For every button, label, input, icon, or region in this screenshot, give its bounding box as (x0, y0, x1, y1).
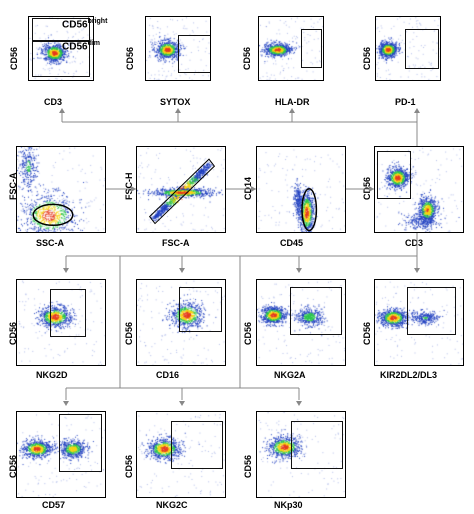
scatter-density (17, 412, 105, 497)
scatter-density (257, 412, 345, 497)
flow-plot (136, 279, 226, 366)
gate-rectangle (171, 420, 224, 469)
gate-rectangle (405, 28, 440, 69)
gate-rectangle (291, 420, 344, 469)
gate-rectangle (59, 413, 103, 473)
gate-rectangle (50, 288, 87, 337)
gate-rectangle (406, 286, 456, 335)
flow-plot (16, 411, 106, 498)
x-axis-label: SSC-A (36, 238, 65, 248)
x-axis-label: KIR2DL2/DL3 (380, 370, 438, 380)
gate-rectangle (290, 286, 343, 335)
scatter-density (257, 147, 345, 232)
flow-plot (16, 279, 106, 366)
arrowhead (296, 401, 302, 406)
scatter-density (137, 412, 225, 497)
cd56-bright-label: CD56bright (62, 18, 107, 30)
gate-rectangle (376, 151, 411, 200)
arrowhead (369, 186, 374, 192)
scatter-density (17, 280, 105, 365)
cd56-dim-label: CD56dim (62, 40, 100, 52)
x-axis-label: CD57 (42, 500, 66, 510)
flow-plot (375, 16, 441, 81)
flow-plot (374, 146, 464, 233)
arrowhead (175, 108, 181, 113)
arrowhead (414, 268, 420, 273)
arrowhead (289, 108, 295, 113)
scatter-density (17, 147, 105, 232)
cd56-bright-sup: bright (87, 18, 108, 25)
scatter-density (137, 280, 225, 365)
flow-plot (374, 279, 464, 366)
arrowhead (59, 108, 65, 113)
gate-ellipse (301, 188, 318, 232)
flow-plot (256, 146, 346, 233)
scatter-density (259, 17, 323, 80)
x-axis-label: NKG2C (156, 500, 188, 510)
x-axis-label: SYTOX (160, 97, 191, 107)
scatter-density (257, 280, 345, 365)
x-axis-label: FSC-A (162, 238, 190, 248)
flow-plot (28, 16, 94, 81)
scatter-density (29, 17, 93, 80)
x-axis-label: CD3 (44, 97, 63, 107)
cd56-dim-base: CD56 (62, 41, 88, 53)
cd56-dim-sup: dim (87, 40, 101, 47)
flow-plot (256, 279, 346, 366)
scatter-density (376, 17, 440, 80)
gate-rectangle (31, 18, 90, 42)
arrowhead (414, 108, 420, 113)
flow-plot (258, 16, 324, 81)
arrowhead (251, 186, 256, 192)
gate-rectangle (179, 286, 223, 333)
flow-plot (16, 146, 106, 233)
scatter-density (375, 280, 463, 365)
x-axis-label: NKG2D (36, 370, 68, 380)
arrowhead (296, 268, 302, 273)
scatter-density (375, 147, 463, 232)
gate-rectangle (31, 41, 90, 77)
flow-plot (256, 411, 346, 498)
cd56-bright-base: CD56 (62, 19, 88, 31)
x-axis-label: NKG2A (274, 370, 306, 380)
arrowhead (131, 186, 136, 192)
x-axis-label: PD-1 (395, 97, 416, 107)
flow-plot (145, 16, 211, 81)
gate-polygon (148, 158, 216, 225)
gate-rectangle (300, 28, 323, 68)
arrowhead (63, 268, 69, 273)
x-axis-label: CD3 (405, 238, 424, 248)
arrowhead (63, 401, 69, 406)
flow-plot (136, 146, 226, 233)
gate-rectangle (177, 35, 210, 73)
gate-ellipse (32, 203, 74, 227)
x-axis-label: NKp30 (274, 500, 303, 510)
x-axis-label: CD16 (156, 370, 180, 380)
arrowhead (179, 401, 185, 406)
arrowhead (179, 268, 185, 273)
x-axis-label: CD45 (280, 238, 304, 248)
x-axis-label: HLA-DR (275, 97, 310, 107)
flow-plot (136, 411, 226, 498)
